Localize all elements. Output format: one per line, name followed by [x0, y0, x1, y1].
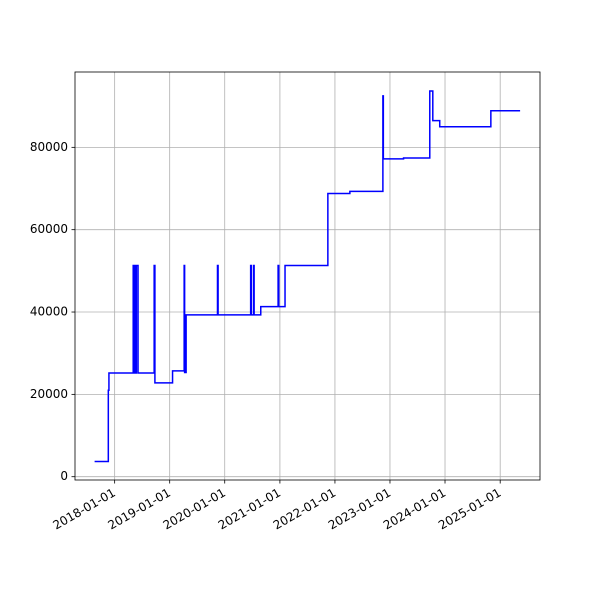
line-series: [94, 90, 521, 463]
y-tick-label: 60000: [30, 222, 68, 236]
y-tick-label: 80000: [30, 140, 68, 154]
y-tick-label: 40000: [30, 305, 68, 319]
plot-frame: [74, 71, 541, 481]
y-tick-label: 20000: [30, 387, 68, 401]
x-tick-label: 2025-01-01: [436, 486, 503, 533]
y-tick-label: 0: [60, 469, 68, 483]
